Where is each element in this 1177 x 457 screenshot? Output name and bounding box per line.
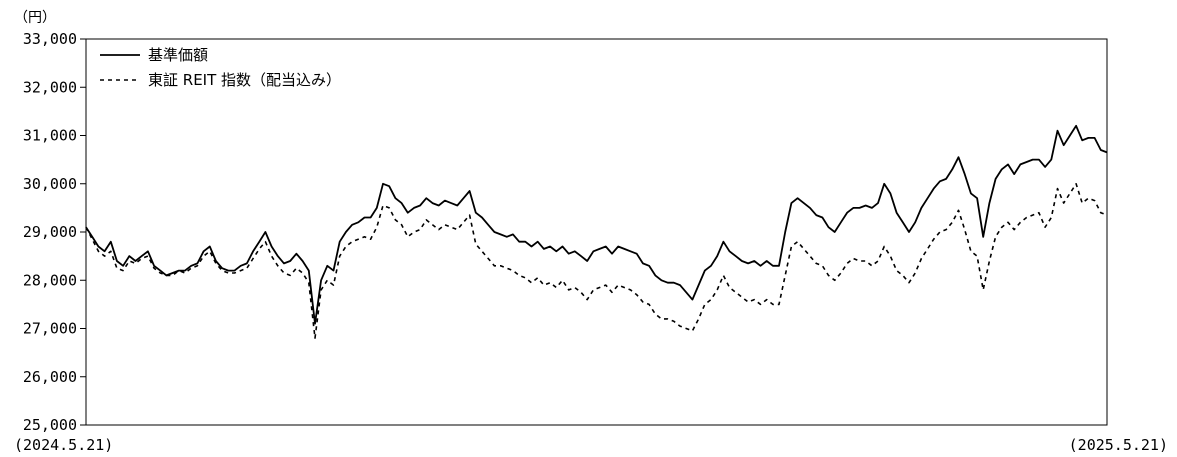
- y-tick-label: 28,000: [23, 271, 77, 289]
- legend: 基準価額 東証 REIT 指数（配当込み）: [100, 46, 341, 89]
- y-tick-label: 26,000: [23, 368, 77, 386]
- series-line-nav: [85, 124, 1108, 325]
- y-tick-label: 32,000: [23, 78, 77, 96]
- plot-area-frame: [85, 38, 1108, 426]
- series-line-reit-index: [85, 183, 1108, 339]
- x-axis-end-date: (2025.5.21): [1069, 436, 1168, 454]
- y-tick-label: 27,000: [23, 320, 77, 338]
- y-tick-label: 29,000: [23, 223, 77, 241]
- legend-label-reit-index: 東証 REIT 指数（配当込み）: [148, 71, 341, 89]
- y-tick-label: 31,000: [23, 127, 77, 145]
- series-lines: [85, 124, 1108, 339]
- x-axis-start-date: (2024.5.21): [14, 436, 113, 454]
- legend-label-nav: 基準価額: [148, 46, 208, 64]
- y-axis-unit-label: （円）: [14, 10, 56, 26]
- y-tick-label: 33,000: [23, 30, 77, 48]
- y-axis-ticks: 33,000 32,000 31,000 30,000 29,000 28,000 27,0…: [23, 30, 86, 434]
- y-tick-label: 30,000: [23, 175, 77, 193]
- y-tick-label: 25,000: [23, 416, 77, 434]
